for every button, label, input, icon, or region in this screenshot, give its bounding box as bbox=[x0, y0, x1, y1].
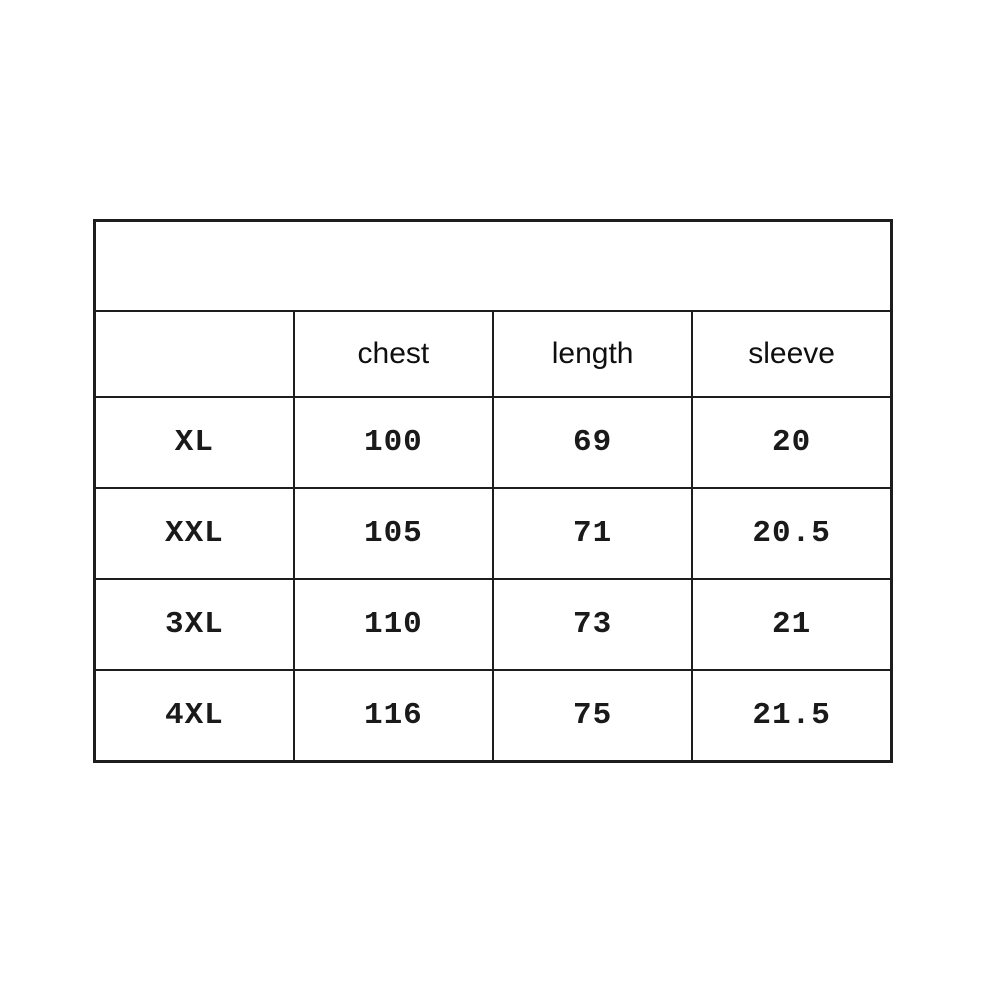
cell-length: 75 bbox=[491, 669, 694, 763]
header-cell-chest: chest bbox=[292, 310, 495, 398]
cell-chest: 116 bbox=[292, 669, 495, 763]
table-row-4xl: 4XL 116 75 21.5 bbox=[93, 669, 893, 763]
banner-cell bbox=[93, 219, 893, 312]
table-row-xl: XL 100 69 20 bbox=[93, 396, 893, 489]
cell-chest: 105 bbox=[292, 487, 495, 580]
cell-sleeve: 20.5 bbox=[691, 487, 893, 580]
header-cell-sleeve: sleeve bbox=[691, 310, 893, 398]
cell-chest: 110 bbox=[292, 578, 495, 671]
cell-sleeve: 20 bbox=[691, 396, 893, 489]
cell-size: XXL bbox=[93, 487, 295, 580]
size-chart-table: chest length sleeve XL 100 69 20 XXL 105… bbox=[93, 219, 893, 763]
banner-row bbox=[93, 219, 893, 312]
cell-size: 3XL bbox=[93, 578, 295, 671]
table-row-3xl: 3XL 110 73 21 bbox=[93, 578, 893, 671]
cell-length: 73 bbox=[491, 578, 694, 671]
header-cell-length: length bbox=[491, 310, 694, 398]
cell-sleeve: 21.5 bbox=[691, 669, 893, 763]
cell-size: 4XL bbox=[93, 669, 295, 763]
cell-length: 69 bbox=[491, 396, 694, 489]
cell-size: XL bbox=[93, 396, 295, 489]
table-row-xxl: XXL 105 71 20.5 bbox=[93, 487, 893, 580]
header-cell-size bbox=[93, 310, 295, 398]
cell-sleeve: 21 bbox=[691, 578, 893, 671]
table-header-row: chest length sleeve bbox=[93, 310, 893, 398]
cell-length: 71 bbox=[491, 487, 694, 580]
cell-chest: 100 bbox=[292, 396, 495, 489]
